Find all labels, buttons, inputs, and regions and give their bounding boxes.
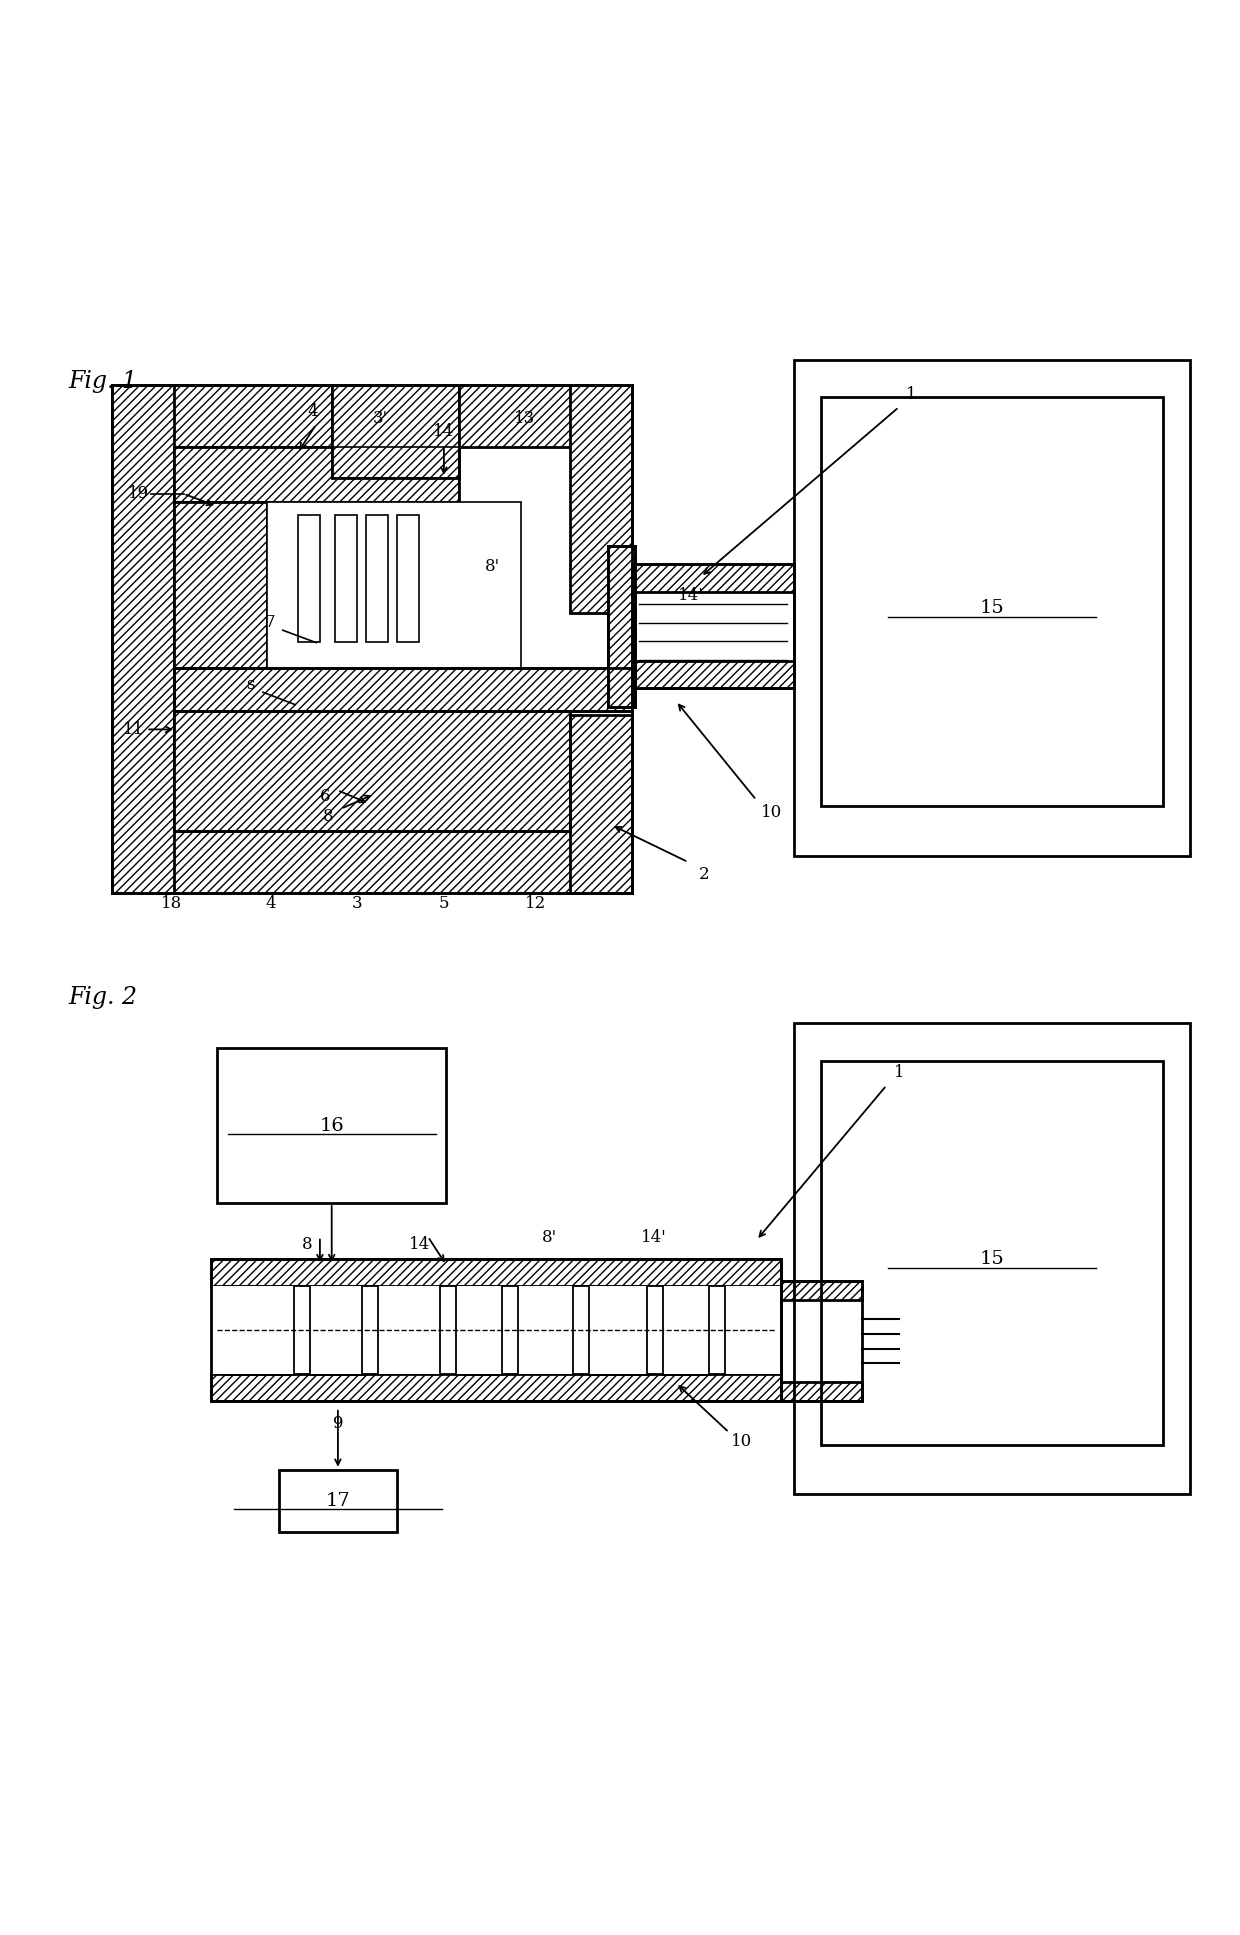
Text: 3': 3' xyxy=(373,410,388,428)
Bar xyxy=(217,1049,446,1204)
Text: 7: 7 xyxy=(265,613,275,631)
Bar xyxy=(279,1471,397,1533)
Bar xyxy=(502,1287,518,1374)
Bar xyxy=(794,1024,1190,1494)
Bar xyxy=(781,1281,862,1300)
Bar xyxy=(267,503,521,668)
Bar xyxy=(341,548,368,604)
Text: 6: 6 xyxy=(320,788,330,805)
Text: Fig. 1: Fig. 1 xyxy=(68,370,138,393)
Bar xyxy=(335,515,357,642)
Bar xyxy=(573,1287,589,1374)
Bar xyxy=(821,397,1163,807)
Bar xyxy=(310,1287,362,1374)
Bar xyxy=(821,1060,1163,1445)
Bar xyxy=(781,1382,862,1401)
Text: 18: 18 xyxy=(160,894,182,911)
Bar xyxy=(397,515,419,642)
Bar xyxy=(298,515,320,642)
Bar xyxy=(174,668,632,712)
Text: 1: 1 xyxy=(894,1064,904,1082)
Bar xyxy=(456,1287,502,1374)
Text: 8': 8' xyxy=(542,1229,557,1246)
Bar xyxy=(298,1296,316,1364)
Bar xyxy=(781,1281,862,1401)
Bar xyxy=(608,546,635,706)
Bar xyxy=(709,1287,725,1374)
Text: 15: 15 xyxy=(980,1250,1004,1267)
Bar xyxy=(174,668,632,712)
Bar xyxy=(335,515,357,642)
Bar xyxy=(112,832,632,894)
Bar xyxy=(366,515,388,642)
Text: s: s xyxy=(247,675,254,693)
Bar xyxy=(362,1287,378,1374)
Text: 4: 4 xyxy=(265,894,275,911)
Bar xyxy=(298,515,320,642)
Bar xyxy=(211,1374,781,1401)
Text: 8: 8 xyxy=(324,807,334,824)
Text: 19: 19 xyxy=(128,486,150,503)
Bar xyxy=(632,565,794,689)
Text: 4: 4 xyxy=(308,404,317,420)
Text: 13: 13 xyxy=(513,410,536,428)
Text: 5: 5 xyxy=(439,894,449,911)
Bar xyxy=(663,1287,709,1374)
Bar xyxy=(211,1260,781,1287)
Bar xyxy=(332,385,459,478)
Text: 14': 14' xyxy=(678,586,703,604)
Bar xyxy=(608,546,635,706)
Text: 8': 8' xyxy=(485,559,500,575)
Text: 3: 3 xyxy=(352,894,362,911)
Text: 9: 9 xyxy=(332,1414,343,1432)
Text: 1: 1 xyxy=(906,387,916,402)
Bar xyxy=(589,1287,647,1374)
Bar xyxy=(174,503,267,668)
Text: 14: 14 xyxy=(408,1236,430,1252)
Bar xyxy=(632,565,794,592)
Bar xyxy=(794,360,1190,855)
Bar xyxy=(397,515,419,642)
Bar xyxy=(332,385,459,478)
Text: 14': 14' xyxy=(641,1229,666,1246)
Bar xyxy=(112,385,632,894)
Text: Fig. 2: Fig. 2 xyxy=(68,987,138,1008)
Text: 15: 15 xyxy=(980,600,1004,617)
Bar xyxy=(570,385,632,613)
Bar xyxy=(174,503,267,668)
Text: 14: 14 xyxy=(433,424,455,441)
Bar xyxy=(366,515,388,642)
Text: 12: 12 xyxy=(525,894,547,911)
Bar xyxy=(632,662,794,689)
Text: 2: 2 xyxy=(699,867,709,882)
Text: 17: 17 xyxy=(326,1492,350,1509)
Bar xyxy=(174,447,459,503)
Text: 16: 16 xyxy=(320,1116,343,1134)
Bar xyxy=(112,385,174,894)
Bar xyxy=(211,1260,781,1401)
Text: 10: 10 xyxy=(760,805,782,820)
Bar xyxy=(440,1287,456,1374)
Bar xyxy=(224,1287,294,1374)
Bar xyxy=(174,712,570,832)
Text: 10: 10 xyxy=(730,1432,753,1449)
Bar xyxy=(211,1287,781,1374)
Bar xyxy=(647,1287,663,1374)
Text: 8: 8 xyxy=(303,1236,312,1252)
Bar xyxy=(174,447,459,503)
Bar xyxy=(570,716,632,894)
Bar xyxy=(294,1287,310,1374)
Bar xyxy=(112,385,632,447)
Bar xyxy=(174,712,570,832)
Text: 11: 11 xyxy=(123,722,145,737)
